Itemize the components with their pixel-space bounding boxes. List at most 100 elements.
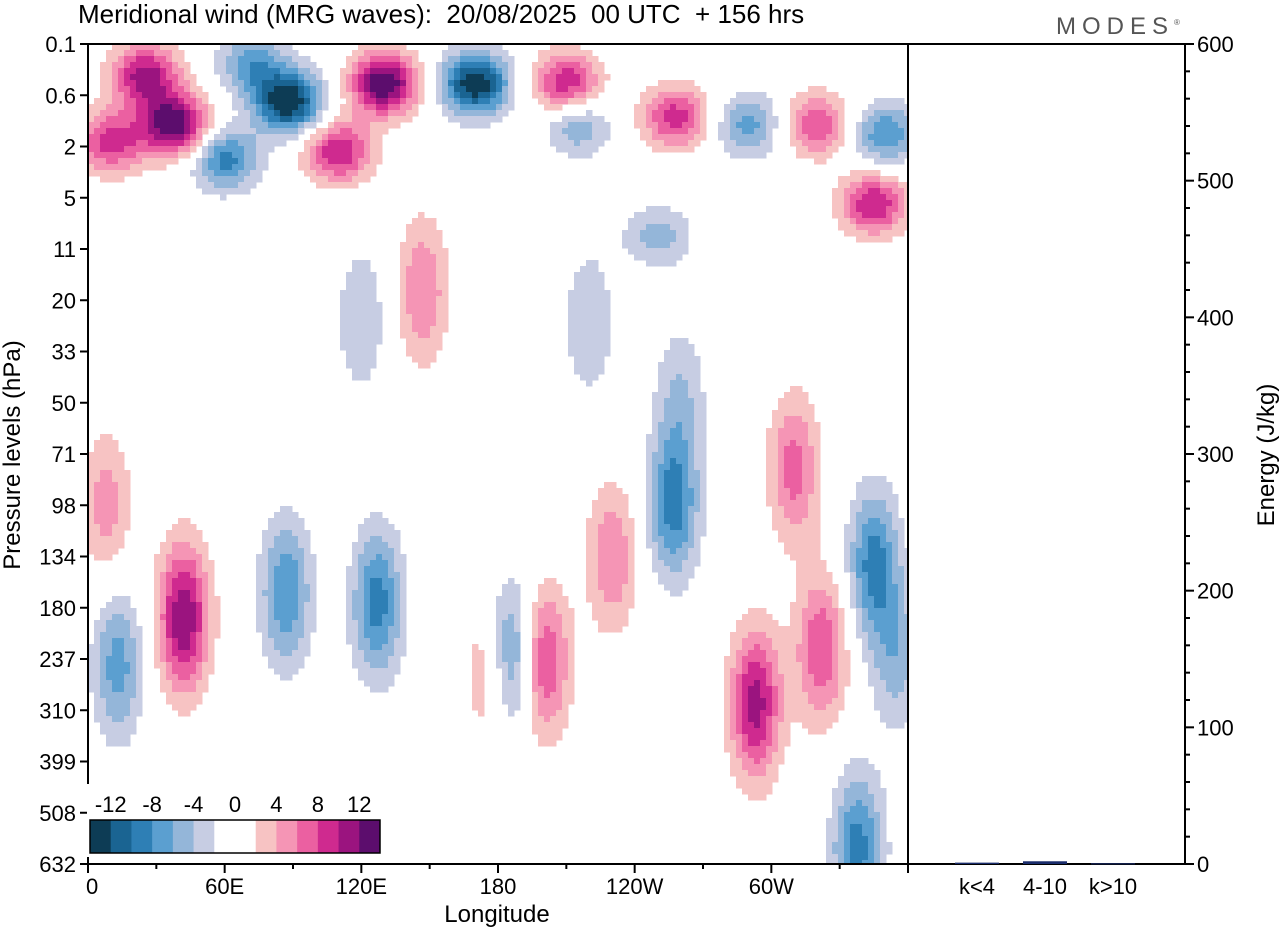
heatmap-cell <box>256 74 263 81</box>
heatmap-cell <box>100 650 107 657</box>
heatmap-cell <box>586 314 593 321</box>
heatmap-cell <box>106 440 113 447</box>
heatmap-cell <box>670 488 677 495</box>
heatmap-cell <box>826 110 833 117</box>
heatmap-cell <box>670 476 677 483</box>
heatmap-cell <box>676 560 683 567</box>
heatmap-cell <box>790 464 797 471</box>
heatmap-cell <box>550 128 557 135</box>
heatmap-cell <box>376 152 383 159</box>
heatmap-cell <box>682 398 689 405</box>
heatmap-cell <box>616 584 623 591</box>
heatmap-cell <box>280 542 287 549</box>
heatmap-cell <box>604 560 611 567</box>
heatmap-cell <box>814 686 821 693</box>
heatmap-cell <box>184 566 191 573</box>
heatmap-cell <box>802 128 809 135</box>
heatmap-cell <box>880 200 887 207</box>
heatmap-cell <box>310 602 317 609</box>
heatmap-cell <box>418 236 425 243</box>
heatmap-cell <box>670 356 677 363</box>
heatmap-cell <box>118 464 125 471</box>
heatmap-cell <box>448 74 455 81</box>
heatmap-cell <box>496 44 503 51</box>
heatmap-cell <box>754 626 761 633</box>
heatmap-cell <box>364 644 371 651</box>
heatmap-cell <box>268 638 275 645</box>
heatmap-cell <box>118 530 125 537</box>
heatmap-cell <box>232 176 239 183</box>
heatmap-cell <box>172 98 179 105</box>
heatmap-cell <box>112 68 119 75</box>
heatmap-cell <box>688 134 695 141</box>
heatmap-cell <box>502 584 509 591</box>
heatmap-cell <box>322 164 329 171</box>
heatmap-cell <box>304 638 311 645</box>
heatmap-cell <box>364 518 371 525</box>
heatmap-cell <box>760 152 767 159</box>
heatmap-cell <box>262 614 269 621</box>
heatmap-cell <box>796 470 803 477</box>
heatmap-cell <box>814 674 821 681</box>
heatmap-cell <box>364 116 371 123</box>
heatmap-cell <box>502 680 509 687</box>
heatmap-cell <box>730 134 737 141</box>
heatmap-cell <box>238 128 245 135</box>
heatmap-cell <box>664 560 671 567</box>
heatmap-cell <box>454 74 461 81</box>
heatmap-cell <box>448 56 455 63</box>
heatmap-cell <box>802 482 809 489</box>
heatmap-cell <box>670 446 677 453</box>
heatmap-cell <box>886 626 893 633</box>
heatmap-cell <box>364 620 371 627</box>
heatmap-cell <box>556 662 563 669</box>
heatmap-cell <box>670 470 677 477</box>
heatmap-cell <box>592 260 599 267</box>
heatmap-cell <box>460 104 467 111</box>
heatmap-cell <box>622 494 629 501</box>
heatmap-cell <box>364 260 371 267</box>
heatmap-cell <box>472 68 479 75</box>
heatmap-cell <box>586 578 593 585</box>
heatmap-cell <box>556 590 563 597</box>
heatmap-cell <box>778 470 785 477</box>
heatmap-cell <box>352 338 359 345</box>
heatmap-cell <box>130 152 137 159</box>
heatmap-cell <box>694 392 701 399</box>
heatmap-cell <box>346 326 353 333</box>
heatmap-cell <box>658 506 665 513</box>
heatmap-cell <box>592 518 599 525</box>
heatmap-cell <box>694 422 701 429</box>
heatmap-cell <box>154 656 161 663</box>
heatmap-cell <box>124 674 131 681</box>
heatmap-cell <box>454 110 461 117</box>
heatmap-cell <box>136 116 143 123</box>
heatmap-cell <box>808 524 815 531</box>
heatmap-cell <box>346 344 353 351</box>
heatmap-cell <box>310 176 317 183</box>
heatmap-cell <box>358 374 365 381</box>
heatmap-cell <box>604 602 611 609</box>
heatmap-cell <box>100 128 107 135</box>
heatmap-cell <box>880 512 887 519</box>
heatmap-cell <box>754 668 761 675</box>
heatmap-cell <box>136 680 143 687</box>
heatmap-cell <box>214 68 221 75</box>
heatmap-cell <box>118 602 125 609</box>
heatmap-cell <box>658 512 665 519</box>
heatmap-cell <box>868 614 875 621</box>
heatmap-cell <box>562 602 569 609</box>
heatmap-cell <box>256 608 263 615</box>
heatmap-cell <box>586 320 593 327</box>
heatmap-cell <box>382 560 389 567</box>
heatmap-cell <box>568 140 575 147</box>
heatmap-cell <box>766 680 773 687</box>
heatmap-cell <box>694 404 701 411</box>
heatmap-cell <box>736 98 743 105</box>
heatmap-cell <box>772 512 779 519</box>
heatmap-cell <box>754 110 761 117</box>
heatmap-cell <box>808 494 815 501</box>
heatmap-cell <box>346 80 353 87</box>
heatmap-cell <box>754 662 761 669</box>
heatmap-cell <box>856 224 863 231</box>
